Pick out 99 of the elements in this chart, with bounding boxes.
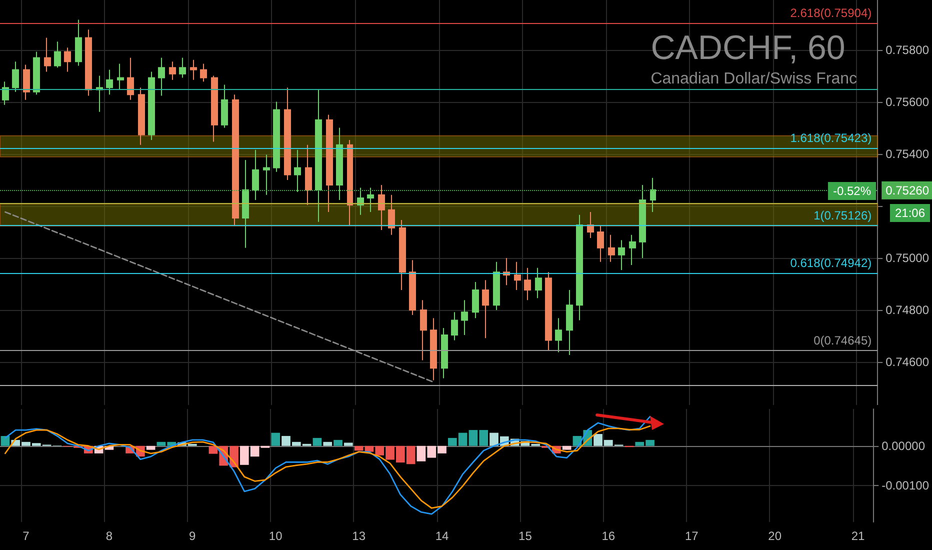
candlestick [273,101,280,172]
text: Canadian Dollar/Swiss Franc [650,70,858,88]
candlestick [576,214,583,321]
bar [0,436,10,446]
candlestick [555,318,562,353]
candlestick [326,114,333,212]
bar [344,442,353,446]
y-tick-label: 0.75800 [886,42,930,57]
candlestick [545,272,552,351]
x-tick-label: 7 [22,529,30,543]
bar [354,446,364,451]
candlestick [106,69,113,96]
x-tick-label: 15 [518,529,532,543]
candlestick [399,220,406,291]
candlestick [232,94,239,226]
x-tick-label: 14 [435,529,450,543]
candlestick [566,290,573,356]
x-tick-label: 16 [602,529,616,543]
ref-line-label: 2.618(0.75904) [790,6,872,20]
candlestick [117,63,124,90]
candlestick [597,224,604,262]
candlestick [75,19,82,66]
bar [312,438,322,446]
bar [323,442,332,446]
bar [334,440,342,446]
ref-line-label: 0(0.74645) [814,333,872,348]
y-tick-label: 0.75600 [886,94,930,109]
candlestick [461,300,468,336]
candlestick [430,318,437,381]
candlestick [409,260,416,316]
annotation: -0.52% [832,184,872,198]
candlestick [347,139,353,226]
candlestick [524,267,531,301]
candlestick [44,37,51,72]
candlestick [23,64,30,100]
candlestick [200,63,207,82]
y-tick-label: 0.00000 [882,438,926,453]
candlestick [336,127,343,201]
candlestick [378,184,385,230]
candlestick [169,61,176,80]
x-tick-label: 21 [851,529,866,543]
bar [562,446,572,450]
y-tick-label: 0.75000 [886,251,930,266]
y-tick-label: 0.74600 [886,355,930,370]
candlestick [284,87,291,180]
candlestick [54,41,61,68]
candlestick [441,328,448,379]
candlestick [64,47,71,72]
candlestick [388,194,395,236]
bar [271,432,280,446]
candlestick [493,261,500,311]
candlestick [2,81,9,106]
candlestick [451,312,458,341]
candlestick [158,57,165,96]
candlestick [85,29,92,96]
ref-line-label: 0.618(0.74942) [790,256,872,270]
candlestick [190,59,197,80]
candlestick [138,87,145,146]
candlestick [629,234,636,266]
y-tick-label: -0.00100 [882,478,930,493]
ref-line-label: 1.618(0.75423) [790,131,872,146]
candlestick [211,75,218,142]
candlestick [639,184,646,259]
candlestick [179,57,186,78]
x-tick-label: 13 [352,529,366,543]
x-tick-label: 20 [768,529,782,543]
y-tick-label: 0.75400 [886,146,930,161]
candlestick [305,144,312,206]
candlestick [12,61,19,92]
candlestick [618,240,625,270]
x-tick-label: 17 [684,529,699,543]
x-tick-label: 9 [189,529,196,543]
candlestick [608,234,615,262]
candlestick [587,211,594,239]
candlestick [221,84,228,128]
ref-line-label: 0.75260 [886,183,930,198]
candlestick [482,280,489,339]
candlestick [33,51,40,96]
candlestick [127,57,134,100]
candlestick [472,281,479,319]
candlestick [357,187,364,216]
candlestick [420,300,427,361]
candlestick [514,261,521,291]
ref-line-label: 1(0.75126) [814,208,872,222]
y-tick-label: 0.74800 [886,303,930,318]
candlestick [315,89,322,222]
x-tick-label: 8 [106,529,113,543]
bar [146,446,156,450]
text: 21:06 [894,206,926,220]
candlestick [242,159,249,248]
candlestick [535,267,542,299]
candlestick [263,154,270,196]
text: CADCHF, 60 [650,29,846,67]
candlestick [650,177,656,212]
x-tick-label: 10 [268,529,283,543]
candlestick [148,71,155,140]
candlestick [252,149,259,201]
candlestick [367,187,374,212]
candlestick [294,149,301,192]
